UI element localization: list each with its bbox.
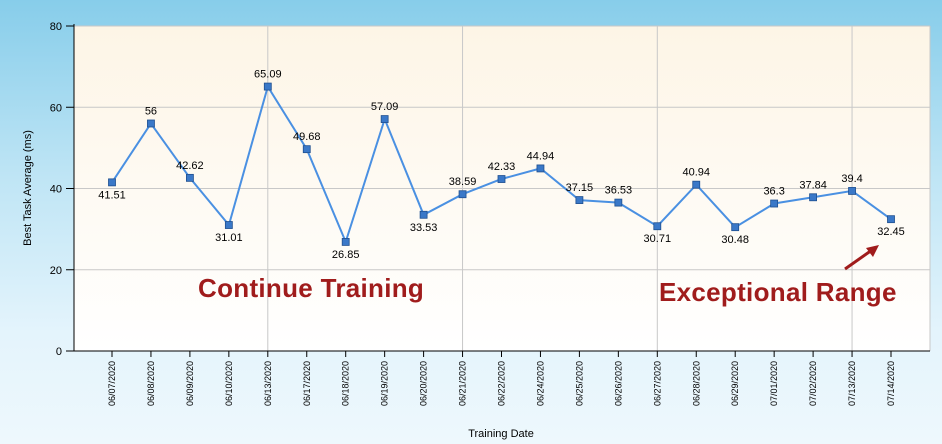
data-point <box>458 190 467 199</box>
y-tick-label: 0 <box>56 346 62 358</box>
x-tick-labels: 06/07/2020 06/08/2020 06/09/2020 06/10/2020… <box>107 361 896 406</box>
x-tick-label: 06/24/2020 <box>535 361 545 406</box>
x-tick-label: 06/09/2020 <box>185 361 195 406</box>
data-label: 57.09 <box>371 101 399 113</box>
data-label: 38.59 <box>449 176 477 188</box>
data-point <box>887 215 895 224</box>
annotation-continue-training: Continue Training <box>198 273 424 303</box>
data-point <box>497 175 506 183</box>
data-label: 39.4 <box>841 173 862 185</box>
y-tick-label: 40 <box>50 184 62 196</box>
data-label: 30.71 <box>644 233 672 245</box>
x-tick-label: 06/29/2020 <box>730 361 740 406</box>
data-label: 42.33 <box>488 161 516 173</box>
data-point <box>575 196 584 204</box>
x-tick-label: 07/13/2020 <box>847 361 857 406</box>
x-tick-label: 06/21/2020 <box>458 361 468 406</box>
data-label: 49.68 <box>293 131 321 143</box>
data-label: 37.15 <box>566 182 594 194</box>
y-axis-title: Best Task Average (ms) <box>22 130 34 246</box>
data-label: 36.3 <box>763 186 784 198</box>
data-point <box>224 221 233 229</box>
data-point <box>809 193 817 202</box>
data-label: 36.53 <box>605 185 633 197</box>
annotation-exceptional-range: Exceptional Range <box>659 277 897 307</box>
x-tick-label: 06/19/2020 <box>380 361 390 406</box>
data-point <box>731 223 740 232</box>
data-label: 40.94 <box>682 167 710 179</box>
data-label: 44.94 <box>527 150 555 162</box>
data-label: 41.51 <box>98 189 126 201</box>
data-point <box>108 178 116 187</box>
x-tick-label: 07/01/2020 <box>769 361 779 406</box>
annotation-arrow <box>844 245 879 271</box>
x-tick-label: 06/08/2020 <box>146 361 156 406</box>
x-tick-label: 07/02/2020 <box>808 361 818 406</box>
x-tick-label: 06/07/2020 <box>107 361 117 406</box>
data-point <box>653 222 662 231</box>
data-point <box>848 187 856 195</box>
data-point <box>692 180 701 189</box>
y-tick-label: 20 <box>50 265 62 277</box>
data-label: 56 <box>145 106 157 118</box>
data-label: 30.48 <box>721 234 749 246</box>
series-markers <box>108 82 895 246</box>
x-axis-title: Training Date <box>468 428 534 440</box>
y-tick-label: 60 <box>50 102 62 114</box>
axes <box>66 24 930 357</box>
data-point <box>147 119 155 128</box>
data-point <box>263 82 272 91</box>
data-point <box>185 173 194 182</box>
x-tick-label: 06/22/2020 <box>497 361 507 406</box>
grid-lines <box>74 25 931 351</box>
x-tick-label: 07/14/2020 <box>886 361 896 406</box>
x-tick-label: 06/20/2020 <box>419 361 429 406</box>
data-label: 33.53 <box>410 222 438 234</box>
y-tick-label: 80 <box>50 21 62 33</box>
data-point <box>302 145 311 154</box>
y-tick-labels: 0 20 40 60 80 <box>50 21 62 358</box>
x-tick-label: 06/10/2020 <box>224 361 234 406</box>
data-label: 32.45 <box>877 226 905 238</box>
x-tick-label: 06/27/2020 <box>652 361 662 406</box>
data-label: 42.62 <box>176 160 204 172</box>
data-label: 31.01 <box>215 232 243 244</box>
data-label: 26.85 <box>332 249 360 261</box>
data-point <box>536 164 545 173</box>
data-point <box>341 238 350 246</box>
x-tick-label: 06/17/2020 <box>302 361 312 406</box>
data-labels: 41.51 56 42.62 31.01 65.09 49.68 26.85 57.09 33.… <box>98 69 905 261</box>
data-label: 65.09 <box>254 69 282 81</box>
x-tick-label: 06/18/2020 <box>341 361 351 406</box>
data-point <box>614 198 623 207</box>
x-tick-label: 06/26/2020 <box>613 361 623 406</box>
data-point <box>419 210 428 219</box>
data-point <box>380 115 389 123</box>
x-tick-label: 06/13/2020 <box>263 361 273 406</box>
data-label: 37.84 <box>799 179 827 191</box>
data-point <box>770 199 779 208</box>
x-tick-label: 06/25/2020 <box>574 361 584 406</box>
x-tick-label: 06/28/2020 <box>691 361 701 406</box>
